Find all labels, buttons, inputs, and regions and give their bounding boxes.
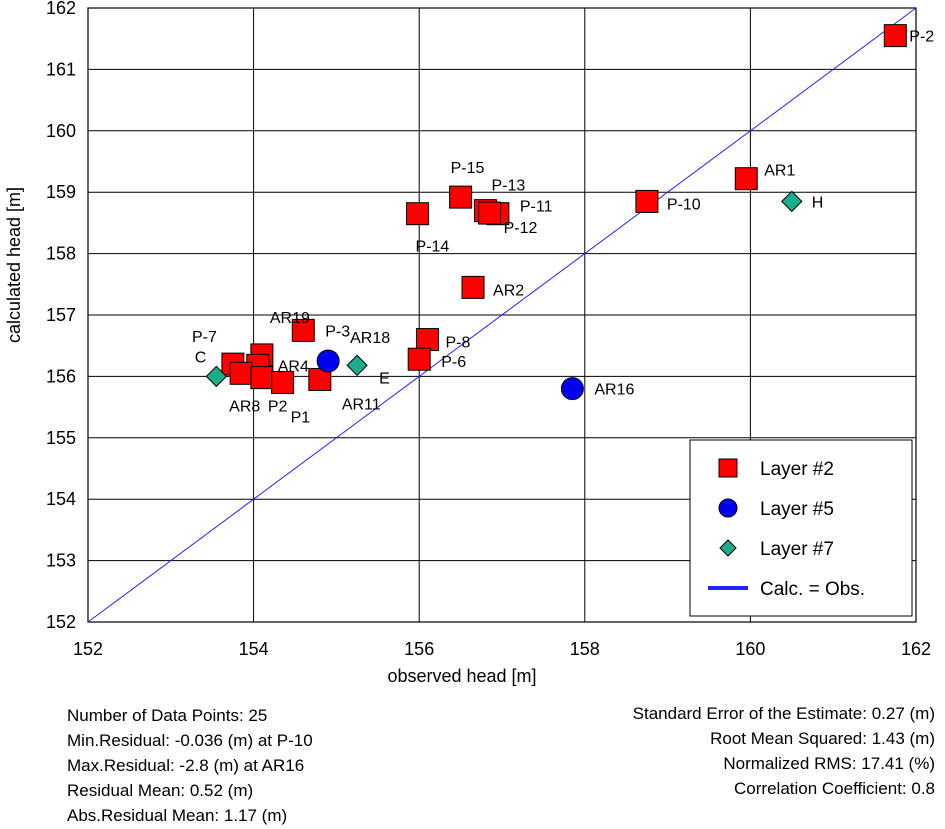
stat-normalized-rms: Normalized RMS: 17.41 (%): [723, 754, 935, 773]
data-point: [478, 201, 502, 225]
stat-abs-residual-mean: Abs.Residual Mean: 1.17 (m): [67, 806, 288, 825]
legend-marker: [718, 498, 738, 518]
legend-label: Layer #5: [760, 499, 834, 520]
data-point: [229, 361, 253, 385]
point-label: P-15: [451, 160, 485, 177]
x-tick-label: 160: [735, 639, 765, 659]
data-point: [734, 167, 758, 191]
reference-line: [87, 7, 917, 623]
plot-frame: [87, 7, 917, 623]
x-tick-label: 152: [73, 639, 103, 659]
data-point: [415, 328, 439, 352]
stat-max-residual: Max.Residual: -2.8 (m) at AR16: [67, 756, 305, 775]
legend-label: Layer #7: [760, 539, 834, 560]
point-label: P-3: [325, 323, 350, 340]
x-tick-label: 158: [570, 639, 600, 659]
scatter-chart: 152 154 156 158 160 162 152 153 154 155 156 157 158 1…: [4, 0, 934, 686]
y-tick-label: 162: [46, 0, 76, 18]
point-label: AR11: [342, 396, 381, 413]
data-point: [250, 366, 274, 390]
data-point: [407, 347, 431, 371]
data-point: [291, 318, 315, 342]
point-label: AR18: [350, 330, 390, 347]
legend-label: Layer #2: [760, 459, 834, 480]
x-tick-label: 162: [901, 639, 931, 659]
point-label: AR16: [594, 382, 634, 399]
data-point: [346, 354, 368, 377]
point-label: P1: [291, 410, 311, 427]
point-label: P-14: [416, 239, 450, 256]
point-label: E: [379, 370, 390, 387]
data-point: [449, 185, 473, 209]
stat-data-points: Number of Data Points: 25: [67, 706, 268, 725]
stat-rms: Root Mean Squared: 1.43 (m): [710, 729, 935, 748]
point-label: P-2: [909, 29, 934, 46]
point-label: P2: [268, 399, 288, 416]
point-label: P-8: [445, 335, 470, 352]
y-tick-label: 156: [46, 366, 76, 386]
x-tick-label: 154: [239, 639, 269, 659]
point-label: H: [812, 194, 824, 211]
point-label: P-6: [441, 354, 466, 371]
data-point: [406, 202, 430, 226]
y-tick-label: 152: [46, 612, 76, 632]
data-point: [781, 190, 803, 213]
stat-standard-error: Standard Error of the Estimate: 0.27 (m): [632, 704, 935, 723]
y-tick-label: 158: [46, 244, 76, 264]
data-point: [205, 365, 228, 388]
y-tick-label: 153: [46, 551, 76, 571]
y-tick-label: 160: [46, 121, 76, 141]
y-tick-label: 161: [46, 59, 76, 79]
y-tick-label: 159: [46, 182, 76, 202]
point-label: P-11: [520, 199, 553, 216]
point-label: P-10: [667, 196, 701, 213]
y-tick-label: 154: [46, 489, 76, 509]
point-label: C: [195, 349, 207, 366]
legend-marker: [719, 539, 737, 557]
legend-label: Calc. = Obs.: [760, 579, 865, 600]
point-label: AR2: [493, 282, 524, 299]
x-axis-label: observed head [m]: [387, 666, 536, 686]
y-axis-label: calculated head [m]: [4, 187, 24, 343]
data-point: [316, 349, 340, 373]
x-tick-label: 156: [404, 639, 434, 659]
point-label: P-12: [504, 220, 538, 237]
point-label: P-7: [192, 329, 217, 346]
y-tick-label: 155: [46, 428, 76, 448]
data-point: [635, 189, 659, 213]
legend-marker: [718, 458, 738, 478]
point-label: AR1: [764, 163, 795, 180]
data-point: [461, 275, 485, 299]
data-point: [271, 371, 295, 395]
point-label: AR8: [229, 398, 260, 415]
point-label: P-13: [491, 178, 525, 195]
stat-correlation: Correlation Coefficient: 0.8: [734, 779, 935, 798]
data-point: [883, 24, 907, 48]
y-tick-label: 157: [46, 305, 76, 325]
stat-min-residual: Min.Residual: -0.036 (m) at P-10: [67, 731, 313, 750]
point-label: AR19: [270, 310, 310, 327]
data-point: [560, 377, 584, 401]
stat-residual-mean: Residual Mean: 0.52 (m): [67, 781, 254, 800]
